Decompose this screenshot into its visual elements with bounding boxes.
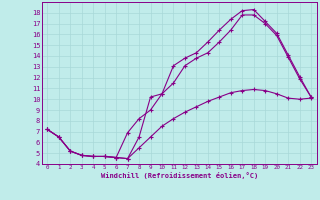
- X-axis label: Windchill (Refroidissement éolien,°C): Windchill (Refroidissement éolien,°C): [100, 172, 258, 179]
